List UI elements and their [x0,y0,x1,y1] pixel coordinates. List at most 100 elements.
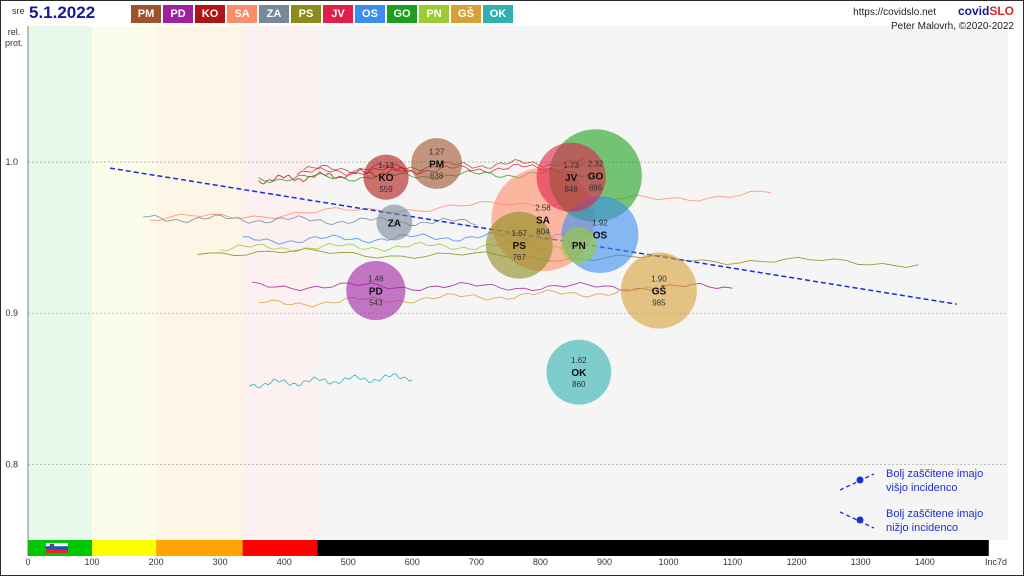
bubble-code-os: OS [593,231,608,242]
risk-band-3 [242,26,318,540]
bubble-inc-pd: 543 [369,299,383,308]
bubble-za [376,204,413,241]
x-tick-label: 1400 [915,557,935,567]
bubble-code-ko: KO [379,173,394,184]
bubble-pn [560,227,597,264]
y-axis-title-line2: prot. [5,38,23,48]
bubble-code-ok: OK [571,368,587,379]
bubble-code-go: GO [588,172,604,183]
legend-item-ps: PS [291,5,321,23]
flag-stripe-blue [45,546,68,550]
legend-item-ko: KO [195,5,225,23]
bubble-code-pn: PN [572,241,586,252]
note-down-line2: nižjo incidenco [886,522,958,534]
weekday-label: sre [12,6,25,16]
site-url: https://covidslo.net [853,7,936,18]
note-up-line2: višjo incidenco [886,482,958,494]
x-tick-label: 400 [277,557,292,567]
note-up-line1: Bolj zaščitene imajo [886,468,983,480]
bubble-code-pd: PD [369,287,383,298]
x-tick-label: 600 [405,557,420,567]
bubble-code-gs: GŠ [652,285,667,298]
x-tick-label: 0 [25,557,30,567]
bubble-code-za: ZA [388,219,401,230]
legend-item-pn: PN [419,5,449,23]
x-tick-label: 100 [85,557,100,567]
x-tick-label: 300 [213,557,228,567]
bubble-gs [620,252,697,329]
bubble-ratio-ps: 1.67 [511,229,527,238]
note-dot-up [856,476,864,484]
scale-segment-1 [92,540,157,556]
flag-icon [49,543,55,550]
trail-gs [258,286,663,308]
trail-ok [248,373,413,389]
date-title: 5.1.2022 [29,3,96,22]
scale-segment-2 [156,540,243,556]
author-credit: Peter Malovrh, ©2020-2022 [891,21,1014,32]
scale-segment-3 [242,540,318,556]
legend-item-go: GO [387,5,417,23]
bubble-ratio-os: 1.92 [592,219,608,228]
bubble-ratio-pm: 1.27 [429,148,445,157]
bubble-ko [363,154,409,200]
x-tick-label: 200 [149,557,164,567]
legend-item-jv: JV [323,5,353,23]
party-legend: PM PD KO SA ZA PS JV OS GO PN GŠ OK [131,5,513,23]
x-tick-label: 700 [469,557,484,567]
bubble-inc-ps: 767 [513,253,527,262]
bubble-ratio-jv: 1.73 [563,161,579,170]
legend-item-pd: PD [163,5,193,23]
bubble-inc-ko: 559 [379,185,393,194]
brand-part-b: SLO [989,4,1014,18]
legend-item-os: OS [355,5,385,23]
x-tick-label: 1200 [787,557,807,567]
bubble-ratio-ok: 1.62 [571,356,587,365]
risk-band-2 [156,26,243,540]
bubble-inc-jv: 848 [564,185,578,194]
bubble-code-pm: PM [429,160,444,171]
trail-za [143,214,477,226]
note-down-line1: Bolj zaščitene imajo [886,508,983,520]
y-tick-label: 0.9 [5,308,18,318]
bubble-ok [546,339,612,405]
note-line-up [839,473,875,491]
bubble-code-jv: JV [565,173,578,184]
x-tick-label: 500 [341,557,356,567]
brand-part-a: covid [957,4,990,18]
bubble-code-sa: SA [536,216,550,227]
bubble-pd [346,260,406,321]
x-axis-title: Inc7d [985,557,1007,567]
bubble-inc-sa: 804 [536,228,550,237]
scale-segment-4 [317,540,989,556]
bubble-inc-gs: 985 [652,299,666,308]
x-tick-label: 800 [533,557,548,567]
legend-item-pm: PM [131,5,161,23]
note-line-down [839,511,875,529]
y-tick-label: 1.0 [5,157,18,167]
legend-item-gs: GŠ [451,5,481,23]
y-tick-label: 0.8 [5,459,18,469]
legend-item-za: ZA [259,5,289,23]
bubble-inc-go: 886 [589,184,603,193]
bubble-pm [411,138,463,189]
bubble-ratio-pd: 1.48 [368,275,384,284]
bubble-ratio-ko: 1.13 [378,161,394,170]
flag-stripe-white [45,543,68,547]
bubble-inc-ok: 860 [572,380,586,389]
bubble-inc-pm: 638 [430,172,444,181]
x-tick-label: 1000 [659,557,679,567]
bubble-ratio-go: 2.32 [588,160,604,169]
legend-item-ok: OK [483,5,513,23]
x-tick-label: 1300 [851,557,871,567]
legend-item-sa: SA [227,5,257,23]
bubble-ratio-sa: 2.58 [535,204,551,213]
risk-band-0 [28,26,93,540]
bubble-jv [536,142,606,212]
x-tick-label: 1100 [723,557,742,567]
bubble-ratio-gs: 1.90 [651,275,667,284]
flag-stripe-red [45,549,68,553]
x-tick-label: 900 [597,557,612,567]
note-dot-down [856,516,864,524]
